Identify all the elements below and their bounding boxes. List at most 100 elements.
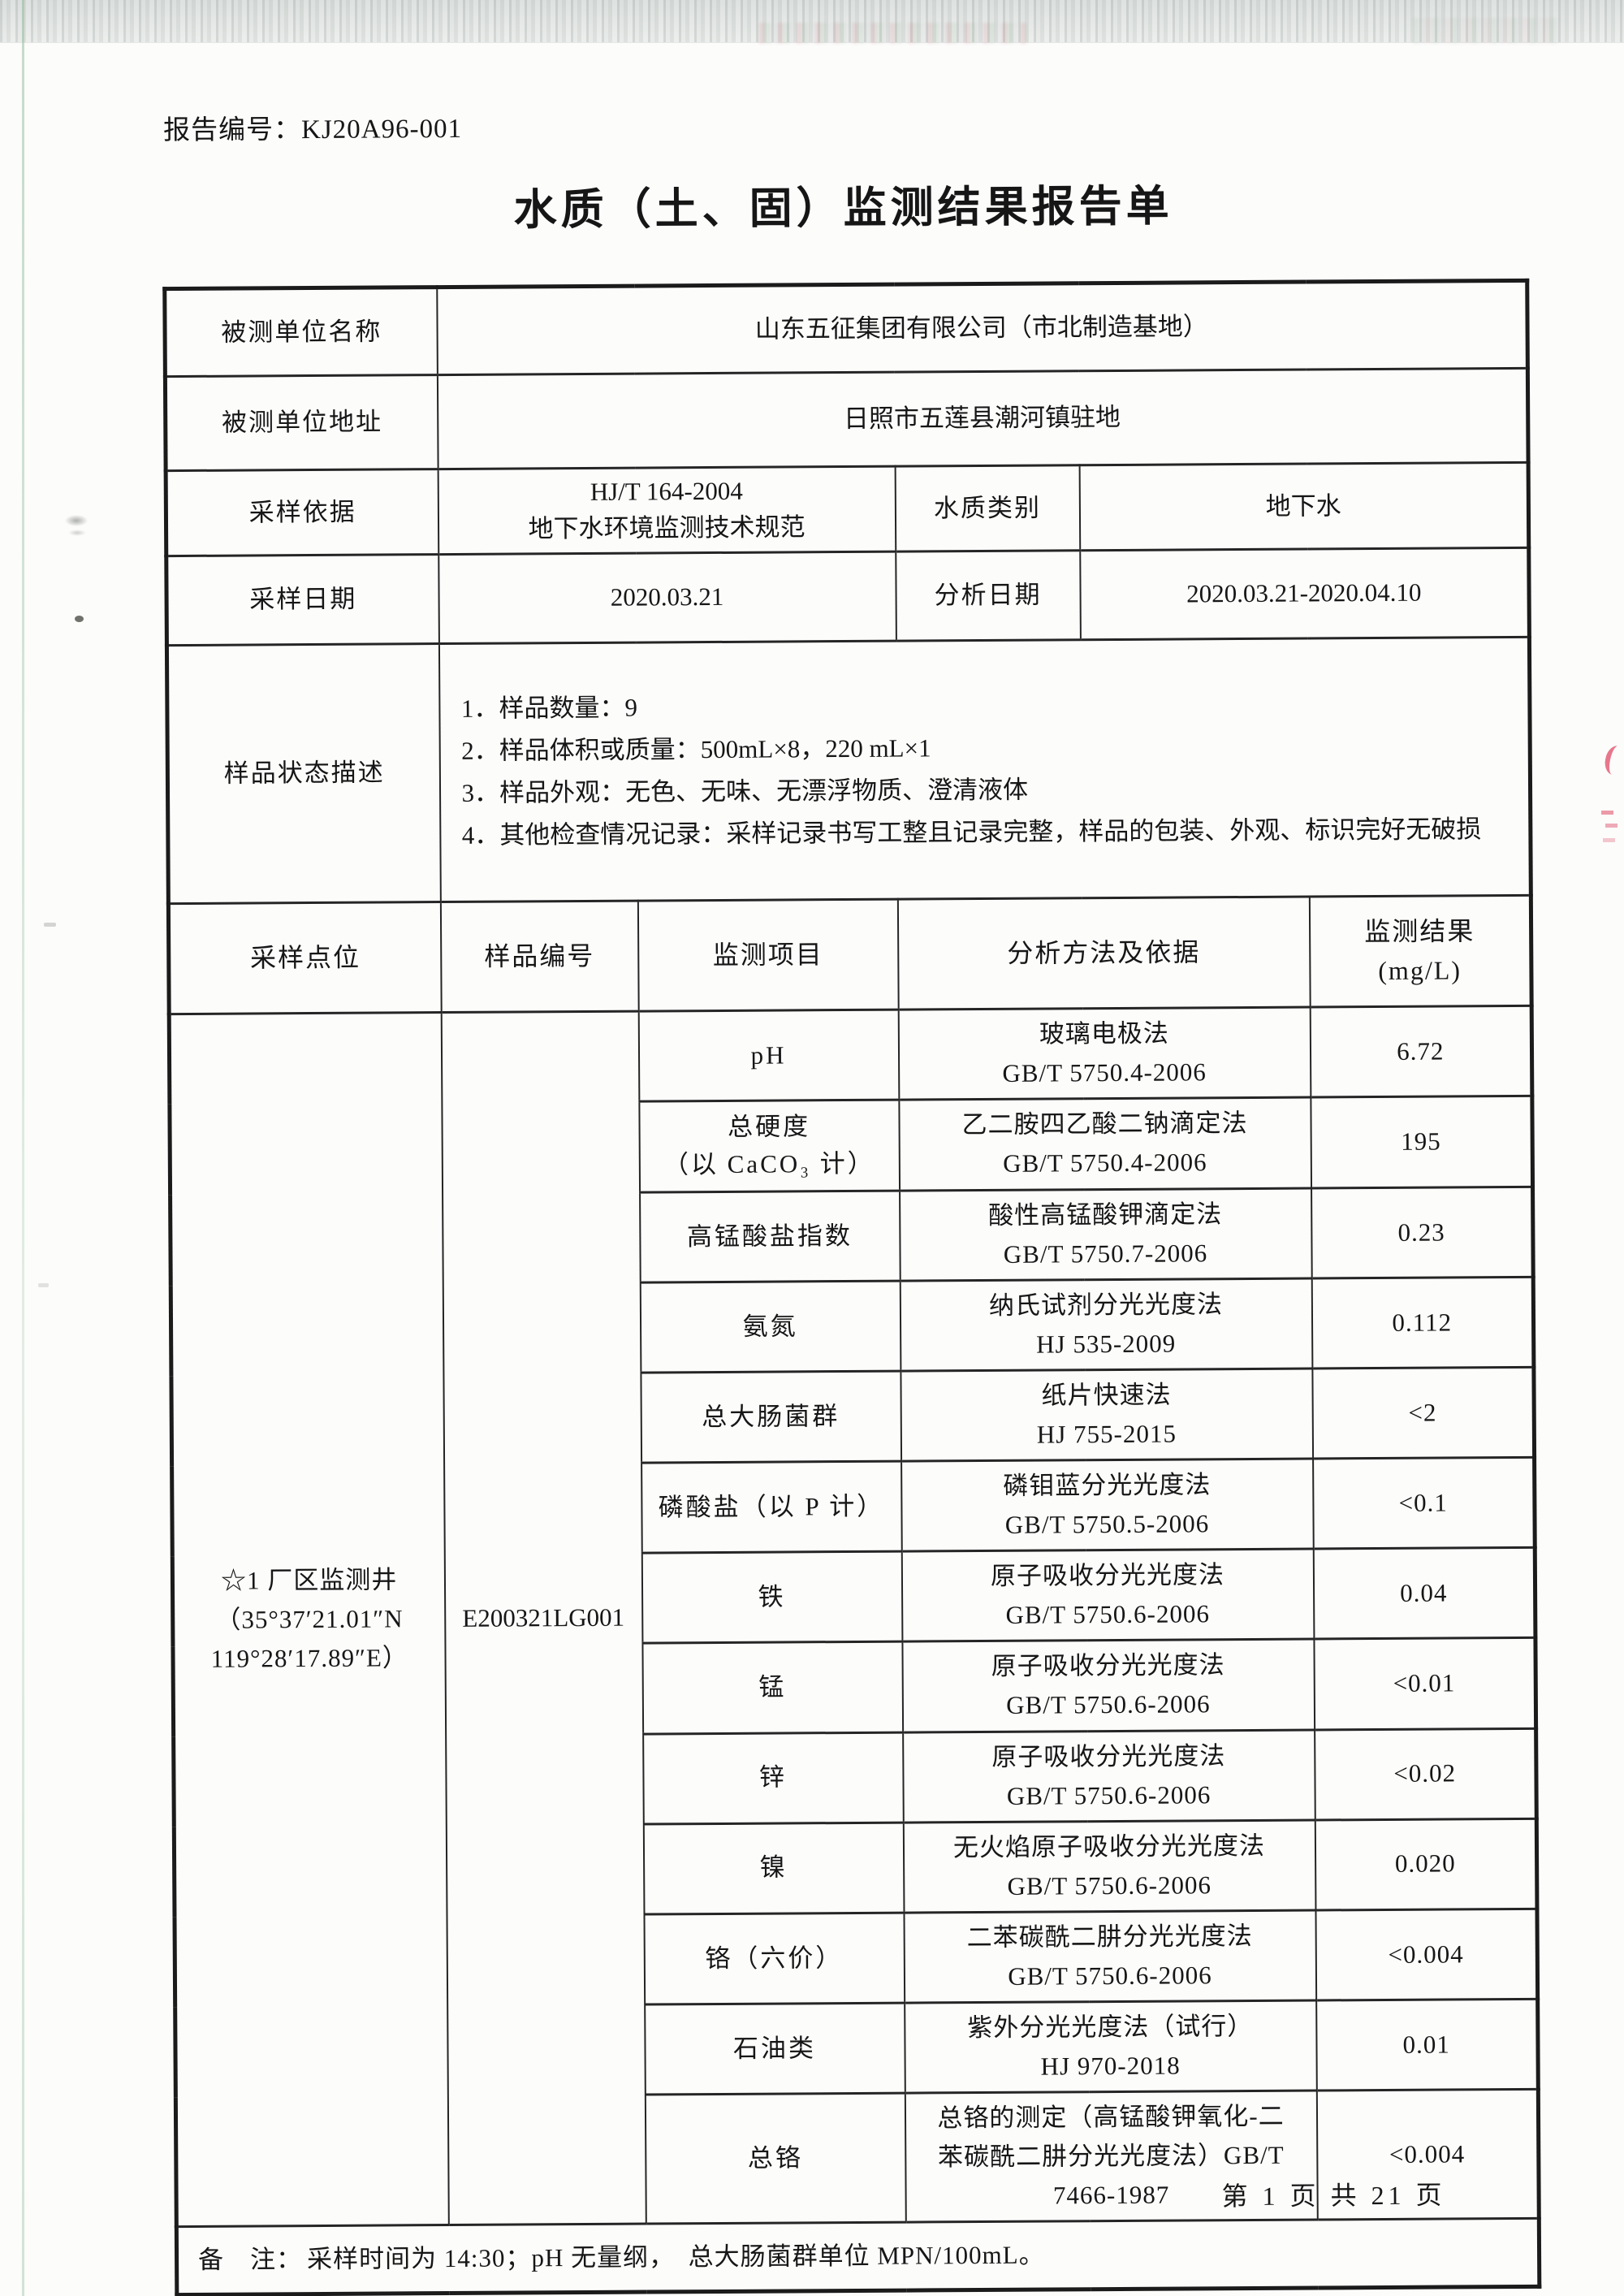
column-header-method: 分析方法及依据: [897, 896, 1311, 1010]
field-value: HJ/T 164-2004 地下水环境监测技术规范: [438, 466, 896, 555]
scan-artifact-red-mark: [1602, 744, 1624, 776]
result-cell: <0.01: [1313, 1637, 1536, 1730]
item-line: 氨氮: [742, 1312, 798, 1341]
item-cell: 氨氮: [640, 1281, 901, 1373]
method-cell: 乙二胺四乙酸二钠滴定法 GB/T 5750.4-2006: [898, 1096, 1311, 1191]
sample-state-line: 2．样品体积或质量：500mL×8，220 mL×1: [461, 733, 931, 766]
method-line: HJ 970-2018: [1040, 2051, 1181, 2081]
scan-artifact-bleedthrough: [759, 23, 1027, 44]
method-cell: 二苯碳酰二肼分光光度法 GB/T 5750.6-2006: [903, 1909, 1316, 2003]
monitoring-header-row: 采样点位 样品编号 监测项目 分析方法及依据 监测结果 (mg/L): [168, 895, 1532, 1014]
result-cell: 0.23: [1311, 1187, 1534, 1279]
note-label: 备 注：: [197, 2244, 303, 2274]
item-cell: 铁: [641, 1551, 902, 1644]
method-cell: 原子吸收分光光度法 GB/T 5750.6-2006: [901, 1639, 1315, 1732]
field-label: 样品状态描述: [166, 643, 441, 904]
result-cell: 0.020: [1315, 1818, 1537, 1910]
item-line: 总大肠菌群: [702, 1402, 840, 1432]
result-cell: 195: [1310, 1096, 1533, 1188]
method-cell: 酸性高锰酸钾滴定法 GB/T 5750.7-2006: [899, 1187, 1312, 1282]
method-line: 磷钼蓝分光光度法: [1003, 1470, 1212, 1501]
method-cell: 纸片快速法 HJ 755-2015: [900, 1369, 1313, 1462]
scan-artifact-dash: [44, 923, 56, 927]
result-cell: <2: [1311, 1367, 1535, 1459]
method-line: 玻璃电极法: [1039, 1018, 1169, 1049]
sampling-point-line: ☆1 厂区监测井: [220, 1565, 398, 1595]
sample-state-line: 1．样品数量：9: [460, 693, 638, 724]
item-cell: 总硬度 （以 CaCO₃ 计）: [638, 1100, 900, 1193]
document-content: 报告编号：KJ20A96-001 水质（土、固）监测结果报告单 被测单位名称 山…: [161, 0, 1542, 2296]
sample-state-row: 样品状态描述 1．样品数量：9 2．样品体积或质量：500mL×8，220 mL…: [166, 637, 1531, 904]
method-cell: 原子吸收分光光度法 GB/T 5750.6-2006: [901, 1549, 1314, 1642]
result-cell: <0.004: [1315, 1909, 1538, 2000]
sampling-point-cell: ☆1 厂区监测井 （35°37′21.01″N 119°28′17.89″E）: [169, 1012, 449, 2227]
item-line: 锌: [758, 1762, 788, 1792]
item-line: 铬（六价）: [705, 1943, 844, 1973]
item-cell: 磷酸盐（以 P 计）: [641, 1461, 902, 1554]
method-cell: 原子吸收分光光度法 GB/T 5750.6-2006: [902, 1729, 1315, 1823]
unit-address-row: 被测单位地址 日照市五莲县潮河镇驻地: [165, 368, 1529, 471]
field-value: 2020.03.21-2020.04.10: [1079, 547, 1530, 640]
method-line: GB/T 5750.4-2006: [1002, 1057, 1207, 1087]
field-value: 2020.03.21: [438, 551, 896, 644]
sample-no-cell: E200321LG001: [441, 1010, 646, 2225]
report-number-value: KJ20A96-001: [300, 114, 463, 145]
note-cell: 备 注： 采样时间为 14:30；pH 无量纲， 总大肠菌群单位 MPN/100m…: [176, 2218, 1540, 2295]
method-line: GB/T 5750.6-2006: [1008, 1961, 1212, 1991]
item-line: 铁: [758, 1582, 786, 1611]
item-line: 总硬度: [727, 1112, 811, 1141]
method-line: 原子吸收分光光度法: [991, 1650, 1225, 1681]
method-line: GB/T 5750.5-2006: [1004, 1509, 1210, 1540]
column-header-sample-no: 样品编号: [440, 900, 639, 1013]
method-cell: 玻璃电极法 GB/T 5750.4-2006: [898, 1006, 1311, 1100]
note-text: 采样时间为 14:30；pH 无量纲， 总大肠菌群单位 MPN/100mL。: [306, 2240, 1045, 2273]
method-line: GB/T 5750.6-2006: [1007, 1870, 1212, 1900]
method-line: GB/T 5750.7-2006: [1003, 1239, 1208, 1269]
method-line: HJ 755-2015: [1036, 1419, 1177, 1449]
scan-artifact-smudge: [65, 515, 88, 526]
result-cell: 0.112: [1311, 1277, 1534, 1369]
method-line: 苯碳酰二肼分光光度法）GB/T: [937, 2140, 1285, 2172]
sampling-point-line: （35°37′21.01″N: [215, 1604, 404, 1634]
dates-row: 采样日期 2020.03.21 分析日期 2020.03.21-2020.04.…: [166, 547, 1530, 646]
sampling-point-line: 119°28′17.89″E）: [210, 1643, 408, 1673]
scan-artifact-dot: [75, 616, 84, 622]
method-line: 总铬的测定（高锰酸钾氧化-二: [937, 2101, 1285, 2133]
item-line: （以 CaCO₃ 计）: [663, 1149, 875, 1179]
scan-artifact-red-mark: [1601, 811, 1613, 815]
report-table-body: 被测单位名称 山东五征集团有限公司（市北制造基地） 被测单位地址 日照市五莲县潮…: [164, 280, 1540, 2295]
method-line: 无火焰原子吸收分光光度法: [952, 1831, 1266, 1861]
item-cell: 石油类: [644, 2002, 905, 2095]
field-label: 被测单位名称: [164, 287, 438, 377]
monitoring-row: ☆1 厂区监测井 （35°37′21.01″N 119°28′17.89″E） E20…: [169, 1005, 1532, 2227]
report-number-label: 报告编号：: [162, 115, 302, 146]
column-header-item: 监测项目: [637, 898, 899, 1011]
item-cell: 锌: [642, 1732, 904, 1824]
result-cell: 0.01: [1315, 1999, 1539, 2091]
scan-edge-line: [22, 0, 24, 2296]
item-line: 磷酸盐（以 P 计）: [658, 1491, 885, 1522]
item-line: 石油类: [732, 2033, 817, 2063]
column-header-result-unit: (mg/L): [1378, 955, 1462, 986]
method-cell: 紫外分光光度法（试行） HJ 970-2018: [904, 2000, 1317, 2094]
field-value: 日照市五莲县潮河镇驻地: [437, 368, 1529, 469]
scan-artifact-dash: [38, 1283, 49, 1287]
field-value: 山东五征集团有限公司（市北制造基地）: [436, 280, 1528, 375]
method-line: GB/T 5750.6-2006: [1006, 1689, 1211, 1720]
item-cell: 总大肠菌群: [640, 1371, 901, 1464]
result-cell: <0.1: [1312, 1457, 1535, 1550]
field-label: 水质类别: [895, 465, 1080, 552]
item-cell: 锰: [641, 1641, 903, 1734]
method-line: GB/T 5750.6-2006: [1005, 1599, 1211, 1630]
item-line: 锰: [758, 1672, 787, 1701]
result-cell: <0.02: [1314, 1727, 1537, 1820]
result-cell: 6.72: [1310, 1005, 1532, 1097]
report-table: 被测单位名称 山东五征集团有限公司（市北制造基地） 被测单位地址 日照市五莲县潮…: [162, 278, 1542, 2296]
note-row: 备 注： 采样时间为 14:30；pH 无量纲， 总大肠菌群单位 MPN/100m…: [176, 2218, 1540, 2295]
item-line: 镍: [759, 1853, 788, 1883]
method-line: 乙二胺四乙酸二钠滴定法: [961, 1109, 1248, 1139]
method-line: 原子吸收分光光度法: [991, 1740, 1226, 1771]
sampling-basis-line: 地下水环境监测技术规范: [528, 512, 806, 543]
item-line: 高锰酸盐指数: [686, 1221, 853, 1251]
column-header-result-line: 监测结果: [1364, 916, 1475, 947]
